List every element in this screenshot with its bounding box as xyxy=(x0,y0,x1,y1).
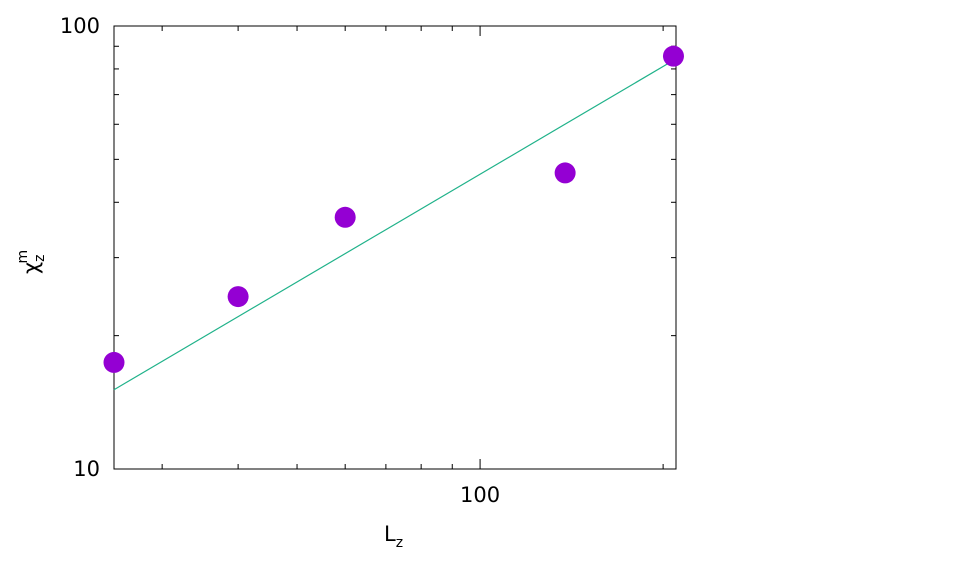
data-points xyxy=(103,45,684,373)
data-point xyxy=(334,206,356,228)
x-tick-label: 100 xyxy=(460,483,500,507)
plot-frame xyxy=(113,25,677,470)
data-point xyxy=(662,45,684,67)
data-point xyxy=(227,286,249,308)
y-tick-label: 100 xyxy=(60,14,100,38)
plot-border xyxy=(113,25,677,470)
svg-text:χzm: χzm xyxy=(15,250,48,274)
fit-line-layer xyxy=(113,58,677,391)
fit-line xyxy=(113,58,677,391)
x-axis-label: Lz xyxy=(384,522,403,551)
y-tick-label: 10 xyxy=(73,457,100,481)
data-point xyxy=(103,351,125,373)
data-point xyxy=(554,162,576,184)
y-axis-label: χzm xyxy=(15,250,48,274)
axis-ticks xyxy=(114,25,676,470)
tick-labels: 10 100 100 xyxy=(60,14,500,507)
